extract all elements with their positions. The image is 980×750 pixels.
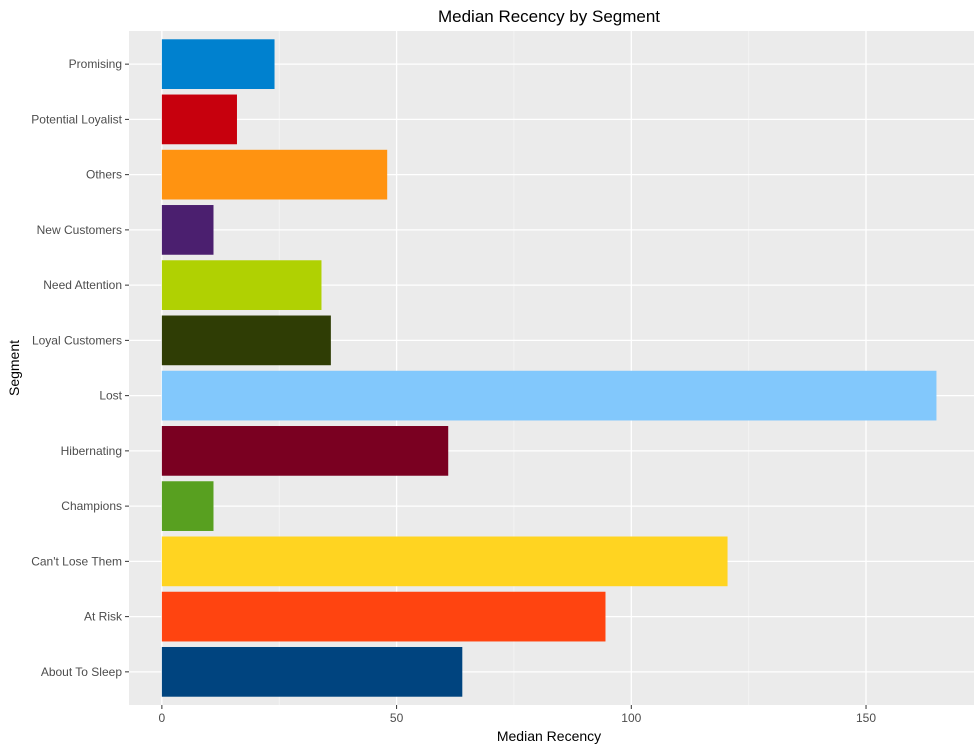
x-tick-label: 0 [159, 711, 166, 725]
bar [161, 315, 331, 366]
bar [161, 591, 606, 642]
chart-title: Median Recency by Segment [438, 7, 660, 26]
y-tick-label: Loyal Customers [32, 333, 122, 347]
bar [161, 149, 388, 200]
y-tick-label: New Customers [37, 223, 122, 237]
x-axis-ticks: 0 50 100 150 [159, 705, 876, 725]
bar [161, 426, 449, 476]
y-tick-label: About To Sleep [41, 665, 123, 679]
y-axis-title: Segment [6, 340, 22, 396]
bar [161, 260, 322, 310]
y-tick-label: Lost [99, 389, 122, 403]
x-tick-label: 150 [856, 711, 876, 725]
bar [161, 646, 463, 697]
y-tick-label: Promising [69, 57, 122, 71]
y-tick-label: Others [86, 168, 122, 182]
bar [161, 370, 937, 421]
y-tick-label: Champions [61, 499, 122, 513]
bar [161, 205, 214, 255]
y-tick-label: Hibernating [61, 444, 122, 458]
y-axis-ticks: About To Sleep At Risk Can't Lose Them Cham… [31, 57, 129, 679]
bar [161, 481, 214, 531]
x-axis-title: Median Recency [497, 728, 601, 744]
bars [161, 39, 937, 697]
bar [161, 536, 728, 587]
bar [161, 94, 237, 145]
y-tick-label: Need Attention [43, 278, 122, 292]
y-tick-label: Can't Lose Them [31, 554, 122, 568]
y-tick-label: At Risk [84, 610, 123, 624]
x-tick-label: 50 [390, 711, 404, 725]
bar [161, 39, 275, 90]
y-tick-label: Potential Loyalist [31, 112, 122, 126]
x-tick-label: 100 [621, 711, 641, 725]
